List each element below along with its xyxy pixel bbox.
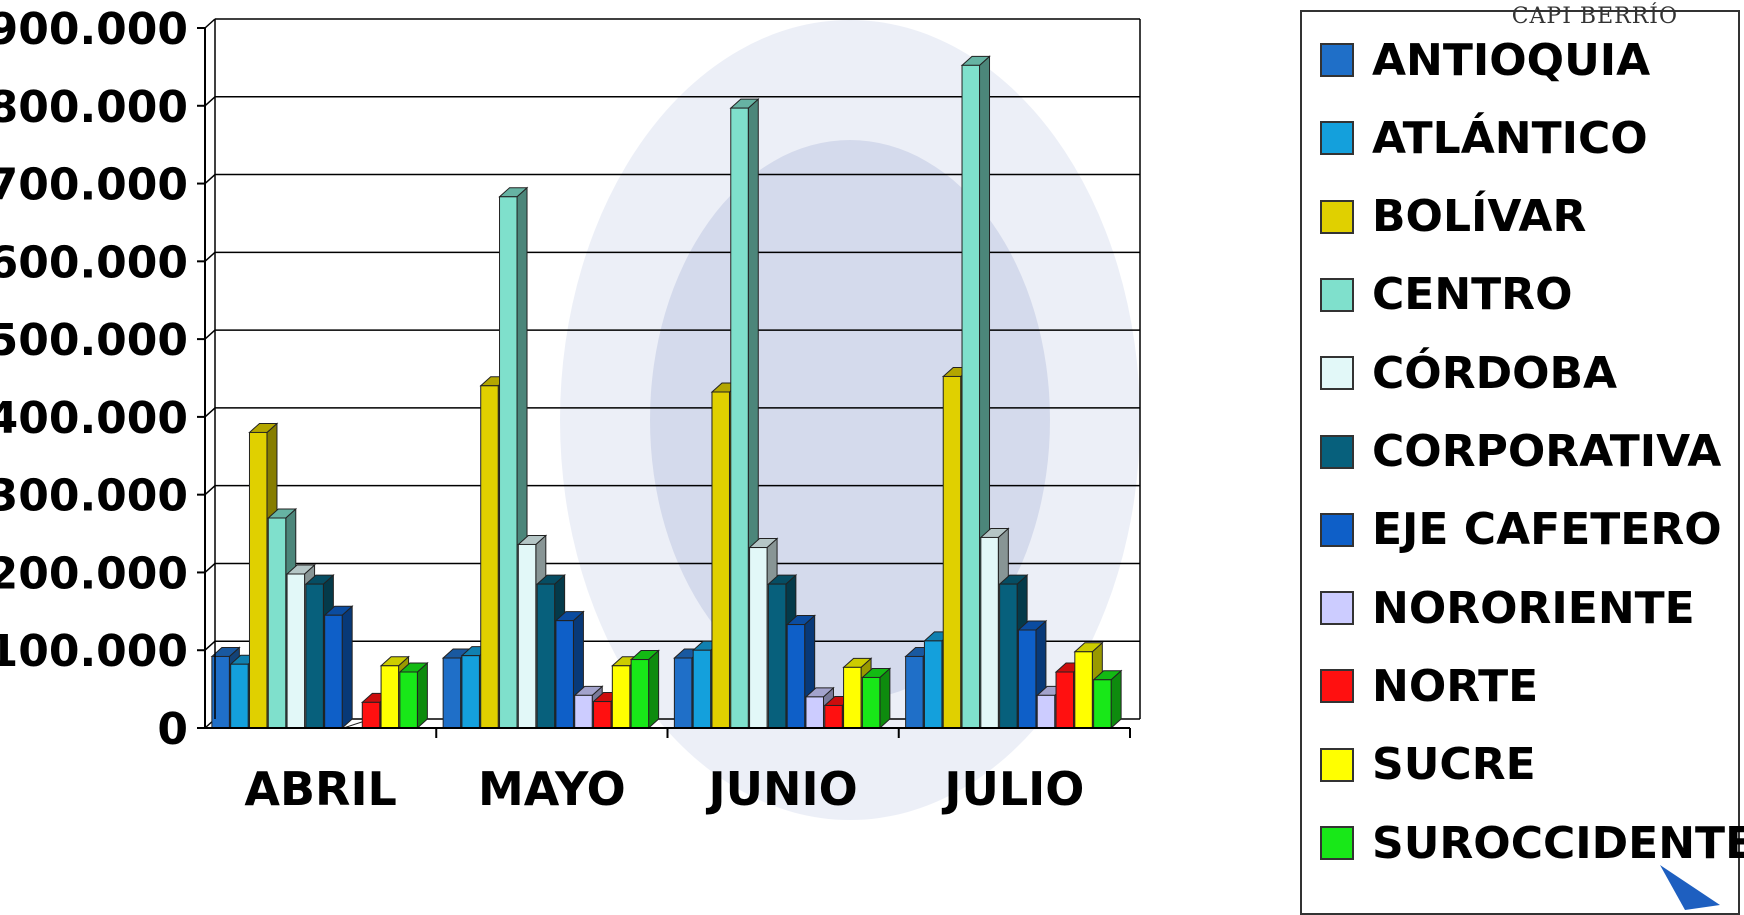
- legend-label: EJE CAFETERO: [1372, 504, 1722, 556]
- gridline-depth: [204, 407, 216, 418]
- y-tick-label: 300.000: [0, 471, 188, 522]
- gridline-depth: [204, 485, 216, 496]
- y-tick-label: 100.000: [0, 626, 188, 677]
- watermark-label: CAPI BERRÍO: [1511, 4, 1678, 29]
- y-tick-label: 700.000: [0, 160, 188, 211]
- legend-item: CENTRO: [1320, 263, 1572, 327]
- legend-label: NORORIENTE: [1372, 582, 1695, 634]
- cursor-arrow-icon: [1660, 865, 1720, 910]
- legend-swatch: [1320, 826, 1354, 860]
- legend-label: SUCRE: [1372, 739, 1536, 791]
- legend-swatch: [1320, 199, 1354, 234]
- legend-item: SUCRE: [1320, 733, 1536, 797]
- legend-label: ATLÁNTICO: [1372, 112, 1648, 164]
- bar: [629, 649, 660, 730]
- legend-swatch: [1320, 277, 1354, 312]
- legend-item: ATLÁNTICO: [1320, 106, 1648, 170]
- legend-label: ANTIOQUIA: [1372, 34, 1651, 86]
- legend-swatch: [1320, 434, 1354, 469]
- legend-swatch: [1320, 356, 1354, 391]
- y-tick-label: 800.000: [0, 82, 188, 133]
- bar: [323, 605, 354, 730]
- y-tick-labels: 0 100.000 200.000 300.000 400.000 500.000 600.…: [0, 4, 188, 755]
- legend-swatch: [1320, 591, 1354, 626]
- gridline-depth: [204, 562, 216, 574]
- legend-item: EJE CAFETERO: [1320, 498, 1722, 562]
- legend-label: CÓRDOBA: [1372, 347, 1618, 399]
- legend-label: CENTRO: [1372, 269, 1573, 321]
- legend-swatch: [1320, 121, 1354, 156]
- y-tick-label: 900.000: [0, 4, 188, 55]
- gridline-depth: [204, 640, 216, 651]
- x-category-label: JUNIO: [706, 762, 858, 816]
- bar-chart: 0 100.000 200.000 300.000 400.000 500.000 600.…: [0, 4, 1141, 820]
- legend-label: NORTE: [1372, 660, 1539, 712]
- gridline-depth: [204, 18, 216, 29]
- category-labels: ABRIL MAYO JUNIO JULIO: [244, 762, 1084, 816]
- bar: [785, 614, 816, 730]
- legend-swatch: [1320, 43, 1354, 77]
- legend-item: CORPORATIVA: [1320, 420, 1721, 484]
- legend-item: NORTE: [1320, 654, 1538, 718]
- x-category-label: MAYO: [478, 762, 626, 816]
- legend-swatch: [1320, 512, 1354, 547]
- legend-swatch: [1320, 747, 1354, 782]
- legend-swatch: [1320, 669, 1354, 704]
- axes: [197, 19, 1131, 738]
- gridline-depth: [204, 251, 216, 262]
- x-category-label: ABRIL: [244, 762, 397, 816]
- legend: CAPI BERRÍO ANTIOQUIA ATLÁNTICO BOLÍVAR CEN…: [1300, 4, 1744, 915]
- y-tick-label: 0: [157, 704, 188, 755]
- legend-item: BOLÍVAR: [1320, 185, 1586, 249]
- gridline-depth: [204, 96, 216, 107]
- y-tick-label: 500.000: [0, 315, 188, 366]
- legend-label: CORPORATIVA: [1372, 426, 1722, 477]
- gridline-depth: [204, 329, 216, 340]
- legend-item: NORORIENTE: [1320, 576, 1695, 640]
- legend-item: SUROCCIDENTE: [1320, 811, 1744, 875]
- gridline-depth: [204, 173, 216, 185]
- bar: [1092, 669, 1123, 730]
- bars: [210, 55, 1123, 730]
- legend-item: ANTIOQUIA: [1320, 28, 1650, 92]
- bar: [861, 667, 892, 730]
- y-tick-label: 200.000: [0, 548, 188, 599]
- legend-label: SUROCCIDENTE: [1372, 817, 1744, 869]
- bar: [398, 661, 429, 730]
- legend-label: BOLÍVAR: [1372, 191, 1587, 243]
- legend-item: CÓRDOBA: [1320, 341, 1617, 405]
- x-category-label: JULIO: [941, 762, 1084, 816]
- y-tick-label: 600.000: [0, 237, 188, 288]
- y-tick-label: 400.000: [0, 393, 188, 444]
